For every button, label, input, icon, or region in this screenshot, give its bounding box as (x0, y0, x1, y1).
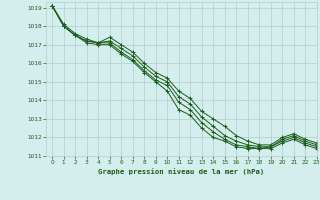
X-axis label: Graphe pression niveau de la mer (hPa): Graphe pression niveau de la mer (hPa) (99, 168, 265, 175)
